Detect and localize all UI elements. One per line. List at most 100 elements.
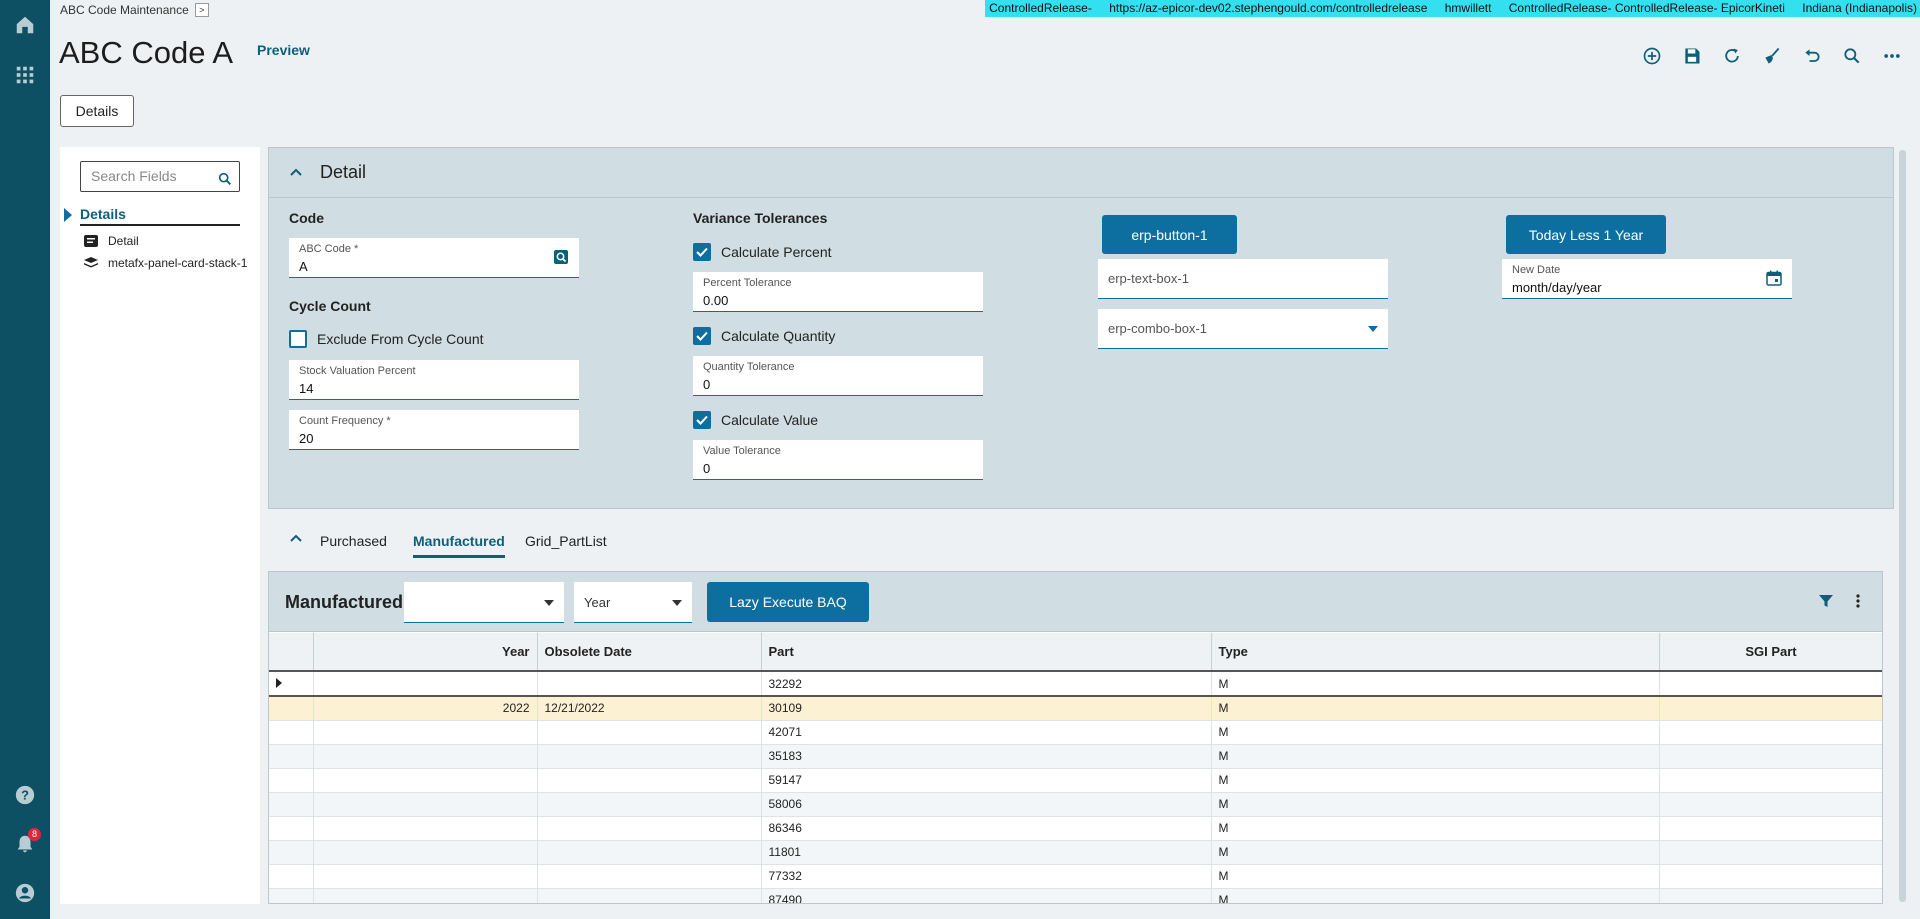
- user-account-icon[interactable]: [13, 881, 37, 905]
- table-row[interactable]: 87490 M: [269, 888, 1882, 903]
- calculate-percent-checkbox[interactable]: Calculate Percent: [693, 243, 832, 261]
- cell-part[interactable]: 77332: [761, 864, 1212, 889]
- more-options-icon[interactable]: [1880, 44, 1904, 68]
- row-selector[interactable]: [269, 888, 314, 903]
- cell-sgi-part[interactable]: [1659, 670, 1882, 697]
- column-header-sgi-part[interactable]: SGI Part: [1659, 633, 1882, 672]
- checkbox-checked[interactable]: [693, 327, 711, 345]
- calendar-icon[interactable]: [1766, 270, 1782, 289]
- nav-item-metafx-panel-card-stack[interactable]: metafx-panel-card-stack-1: [84, 256, 247, 270]
- lazy-execute-baq-button[interactable]: Lazy Execute BAQ: [707, 582, 869, 622]
- search-fields-input[interactable]: Search Fields: [80, 161, 240, 192]
- cell-sgi-part[interactable]: [1659, 840, 1882, 865]
- cell-type[interactable]: M: [1211, 816, 1660, 841]
- row-selector[interactable]: [269, 840, 314, 865]
- collapse-chevron-icon[interactable]: [289, 531, 303, 546]
- cell-type[interactable]: M: [1211, 744, 1660, 769]
- more-vertical-icon[interactable]: [1850, 593, 1866, 609]
- cell-part[interactable]: 86346: [761, 816, 1212, 841]
- column-header-obsolete-date[interactable]: Obsolete Date: [537, 633, 762, 672]
- cell-part[interactable]: 32292: [761, 670, 1212, 697]
- calculate-value-checkbox[interactable]: Calculate Value: [693, 411, 818, 429]
- cell-type[interactable]: M: [1211, 792, 1660, 817]
- row-selector[interactable]: [269, 744, 314, 769]
- help-icon[interactable]: ?: [13, 783, 37, 807]
- table-row[interactable]: 58006 M: [269, 792, 1882, 817]
- table-row[interactable]: 11801 M: [269, 840, 1882, 865]
- cell-obsolete-date[interactable]: [537, 768, 762, 793]
- row-selector[interactable]: [269, 720, 314, 745]
- column-header-type[interactable]: Type: [1211, 633, 1660, 672]
- chevron-down-icon[interactable]: [544, 600, 554, 606]
- home-icon[interactable]: [13, 13, 37, 37]
- preview-label[interactable]: Preview: [257, 42, 310, 58]
- lookup-search-icon[interactable]: [553, 249, 569, 268]
- cell-obsolete-date[interactable]: [537, 816, 762, 841]
- checkbox-checked[interactable]: [693, 411, 711, 429]
- table-row[interactable]: 59147 M: [269, 768, 1882, 793]
- collapse-chevron-icon[interactable]: [289, 165, 303, 180]
- filter-icon[interactable]: [1818, 593, 1834, 609]
- details-button[interactable]: Details: [60, 95, 134, 127]
- cell-part[interactable]: 58006: [761, 792, 1212, 817]
- cell-part[interactable]: 30109: [761, 696, 1212, 721]
- expand-triangle-icon[interactable]: [64, 208, 72, 222]
- breadcrumb-label[interactable]: ABC Code Maintenance: [60, 3, 189, 17]
- cell-obsolete-date[interactable]: [537, 720, 762, 745]
- tab-purchased[interactable]: Purchased: [320, 533, 387, 549]
- chevron-down-icon[interactable]: [1368, 326, 1378, 332]
- search-icon[interactable]: [217, 168, 233, 197]
- row-selector[interactable]: [269, 864, 314, 889]
- chevron-down-icon[interactable]: [672, 600, 682, 606]
- nav-item-detail[interactable]: Detail: [84, 234, 139, 248]
- cell-type[interactable]: M: [1211, 696, 1660, 721]
- cell-obsolete-date[interactable]: [537, 864, 762, 889]
- cell-part[interactable]: 42071: [761, 720, 1212, 745]
- cell-sgi-part[interactable]: [1659, 816, 1882, 841]
- cell-year[interactable]: [313, 768, 538, 793]
- table-row[interactable]: 86346 M: [269, 816, 1882, 841]
- refresh-icon[interactable]: [1720, 44, 1744, 68]
- cell-sgi-part[interactable]: [1659, 888, 1882, 903]
- cell-type[interactable]: M: [1211, 840, 1660, 865]
- undo-icon[interactable]: [1800, 44, 1824, 68]
- table-row[interactable]: 42071 M: [269, 720, 1882, 745]
- tab-manufactured[interactable]: Manufactured: [413, 533, 505, 558]
- cell-sgi-part[interactable]: [1659, 720, 1882, 745]
- today-less-1-year-button[interactable]: Today Less 1 Year: [1506, 215, 1666, 254]
- apps-grid-icon[interactable]: [13, 63, 37, 87]
- cell-year[interactable]: [313, 864, 538, 889]
- count-frequency-field[interactable]: Count Frequency * 20: [289, 410, 579, 450]
- erp-combo-box-1[interactable]: erp-combo-box-1: [1098, 309, 1388, 349]
- cell-type[interactable]: M: [1211, 720, 1660, 745]
- row-selector[interactable]: [269, 670, 314, 697]
- cell-part[interactable]: 59147: [761, 768, 1212, 793]
- notifications-icon[interactable]: 8: [13, 828, 41, 856]
- cell-obsolete-date[interactable]: [537, 670, 762, 697]
- calculate-quantity-checkbox[interactable]: Calculate Quantity: [693, 327, 835, 345]
- table-row[interactable]: 32292 M: [269, 670, 1882, 697]
- cell-sgi-part[interactable]: [1659, 696, 1882, 721]
- stock-valuation-percent-field[interactable]: Stock Valuation Percent 14: [289, 360, 579, 400]
- column-header-part[interactable]: Part: [761, 633, 1212, 672]
- cell-part[interactable]: 11801: [761, 840, 1212, 865]
- save-icon[interactable]: [1680, 44, 1704, 68]
- row-selector[interactable]: [269, 696, 314, 721]
- row-selector[interactable]: [269, 792, 314, 817]
- percent-tolerance-field[interactable]: Percent Tolerance 0.00: [693, 272, 983, 312]
- cell-type[interactable]: M: [1211, 768, 1660, 793]
- cell-obsolete-date[interactable]: [537, 744, 762, 769]
- cell-obsolete-date[interactable]: [537, 888, 762, 903]
- cell-year[interactable]: [313, 840, 538, 865]
- row-selector[interactable]: [269, 816, 314, 841]
- cell-year[interactable]: [313, 816, 538, 841]
- table-row[interactable]: 77332 M: [269, 864, 1882, 889]
- column-header-year[interactable]: Year: [313, 633, 538, 672]
- search-icon[interactable]: [1840, 44, 1864, 68]
- cell-type[interactable]: M: [1211, 864, 1660, 889]
- table-row[interactable]: 35183 M: [269, 744, 1882, 769]
- clear-broom-icon[interactable]: [1760, 44, 1784, 68]
- new-date-field[interactable]: New Date month/day/year: [1502, 259, 1792, 299]
- erp-button-1[interactable]: erp-button-1: [1102, 215, 1237, 254]
- cell-year[interactable]: [313, 888, 538, 903]
